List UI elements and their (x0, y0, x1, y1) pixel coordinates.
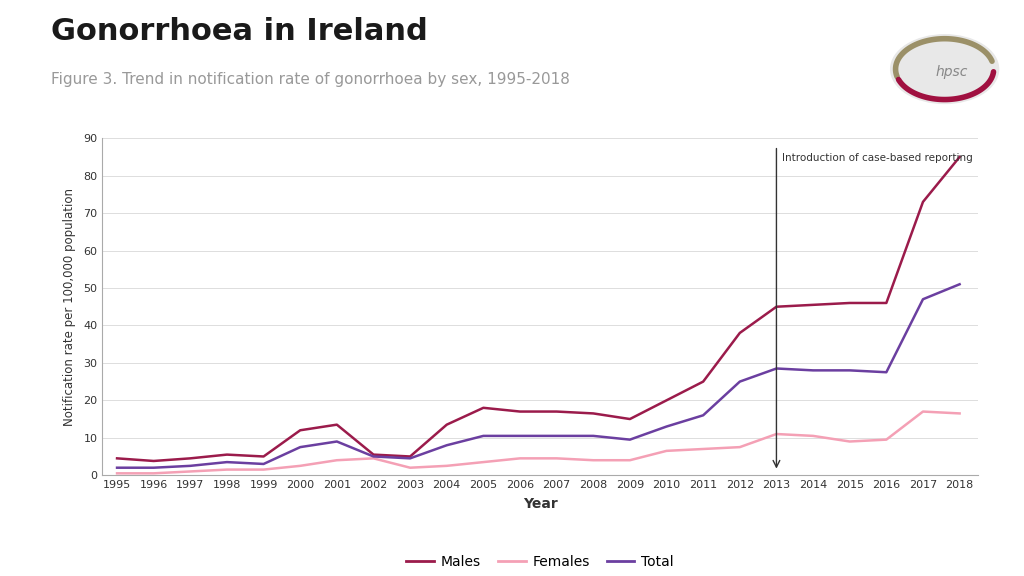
Text: Gonorrhoea in Ireland: Gonorrhoea in Ireland (51, 17, 428, 46)
Ellipse shape (891, 35, 998, 104)
Y-axis label: Notification rate per 100,000 population: Notification rate per 100,000 population (63, 188, 77, 426)
Text: Figure 3. Trend in notification rate of gonorrhoea by sex, 1995-2018: Figure 3. Trend in notification rate of … (51, 72, 570, 87)
Legend: Males, Females, Total: Males, Females, Total (400, 550, 680, 575)
Text: Introduction of case-based reporting: Introduction of case-based reporting (782, 153, 973, 163)
X-axis label: Year: Year (523, 497, 557, 511)
Text: hpsc: hpsc (936, 65, 968, 78)
Text: 13: 13 (984, 554, 1001, 568)
